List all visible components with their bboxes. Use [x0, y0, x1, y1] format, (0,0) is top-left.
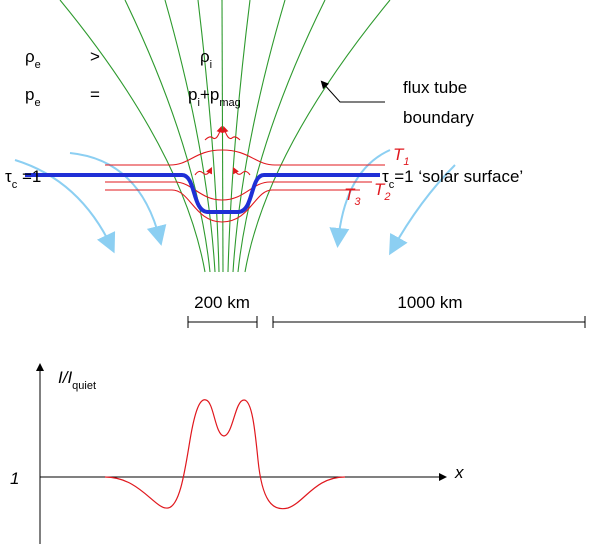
shape: p — [188, 85, 197, 104]
shape: mag — [219, 97, 240, 109]
label: = — [90, 85, 100, 104]
field-line — [222, 0, 223, 272]
shape: e — [35, 59, 41, 71]
axis-label: 1 — [10, 469, 19, 488]
label: T1 — [393, 145, 410, 168]
shape: I/I — [58, 368, 72, 387]
scale-label: 1000 km — [397, 293, 462, 312]
scale-label: 200 km — [194, 293, 250, 312]
label: flux tube — [403, 78, 467, 97]
shape — [105, 182, 372, 200]
scale-bars — [188, 316, 585, 328]
shape: ρ — [25, 47, 35, 66]
shape — [105, 150, 385, 165]
shape: 1 — [403, 156, 409, 168]
field-line — [165, 0, 215, 272]
shape — [105, 190, 360, 222]
intensity-curve — [105, 400, 345, 509]
shape — [234, 169, 250, 175]
axis-label: x — [454, 463, 464, 482]
label: boundary — [403, 108, 474, 127]
label: > — [90, 47, 100, 66]
shape — [205, 128, 221, 140]
field-line — [233, 0, 285, 272]
field-line — [198, 0, 219, 272]
shape: quiet — [72, 380, 96, 392]
shape: 3 — [354, 196, 361, 208]
label: τc=1 ‘solar surface’ — [382, 167, 523, 191]
solar-surface — [25, 175, 380, 212]
shape: =1 ‘solar surface’ — [394, 167, 523, 186]
shape: p — [25, 85, 34, 104]
label: pi+pmag — [188, 85, 241, 109]
label: T3 — [344, 185, 361, 208]
diagram: flux tube boundary ρe > ρi pe = pi+pmag … — [0, 0, 589, 544]
label: ρe — [25, 47, 41, 71]
shape: i — [210, 59, 212, 71]
shape — [224, 128, 240, 140]
shape — [70, 153, 160, 240]
shape: ρ — [200, 47, 210, 66]
label: ρi — [200, 47, 212, 71]
axis-label: I/Iquiet — [58, 368, 96, 392]
label: pe — [25, 85, 41, 109]
field-lines — [60, 0, 390, 272]
shape: 2 — [383, 191, 390, 203]
shape: e — [34, 97, 40, 109]
field-line — [60, 0, 205, 272]
field-line — [245, 0, 390, 272]
field-line — [228, 0, 250, 272]
shape: =1 — [17, 167, 41, 186]
label: τc =1 — [5, 167, 41, 191]
shape: +p — [200, 85, 219, 104]
pointer — [322, 82, 385, 102]
